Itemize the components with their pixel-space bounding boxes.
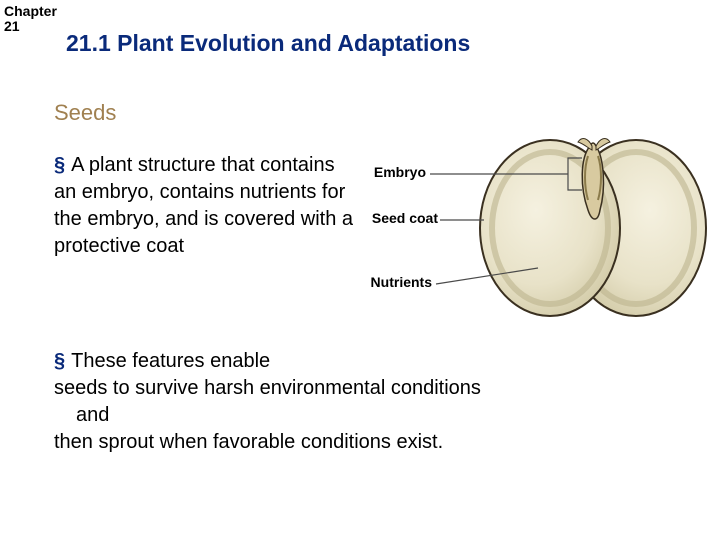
- bullet-1-text: A plant structure that contains an embry…: [54, 154, 353, 257]
- bullet-2: § These features enable seeds to survive …: [54, 348, 674, 456]
- bullet-marker-icon: §: [54, 154, 65, 176]
- label-embryo: Embryo: [366, 164, 426, 180]
- bullet-2-line3: and: [76, 402, 674, 429]
- subhead-seeds: Seeds: [54, 100, 116, 126]
- chapter-label: Chapter 21: [4, 4, 57, 35]
- chapter-number: 21: [4, 18, 20, 34]
- bullet-2-line4: then sprout when favorable conditions ex…: [54, 431, 443, 453]
- label-seed-coat: Seed coat: [366, 210, 438, 226]
- seed-svg: [368, 128, 708, 328]
- bullet-2-line2: seeds to survive harsh environmental con…: [54, 377, 481, 399]
- bullet-2-line1: These features enable: [71, 350, 270, 372]
- section-title: 21.1 Plant Evolution and Adaptations: [66, 30, 470, 57]
- seed-figure: Embryo Seed coat Nutrients: [368, 128, 708, 328]
- label-nutrients: Nutrients: [366, 274, 432, 290]
- bullet-1: §A plant structure that contains an embr…: [54, 152, 354, 260]
- bullet-marker-icon: §: [54, 350, 65, 372]
- chapter-word: Chapter: [4, 3, 57, 19]
